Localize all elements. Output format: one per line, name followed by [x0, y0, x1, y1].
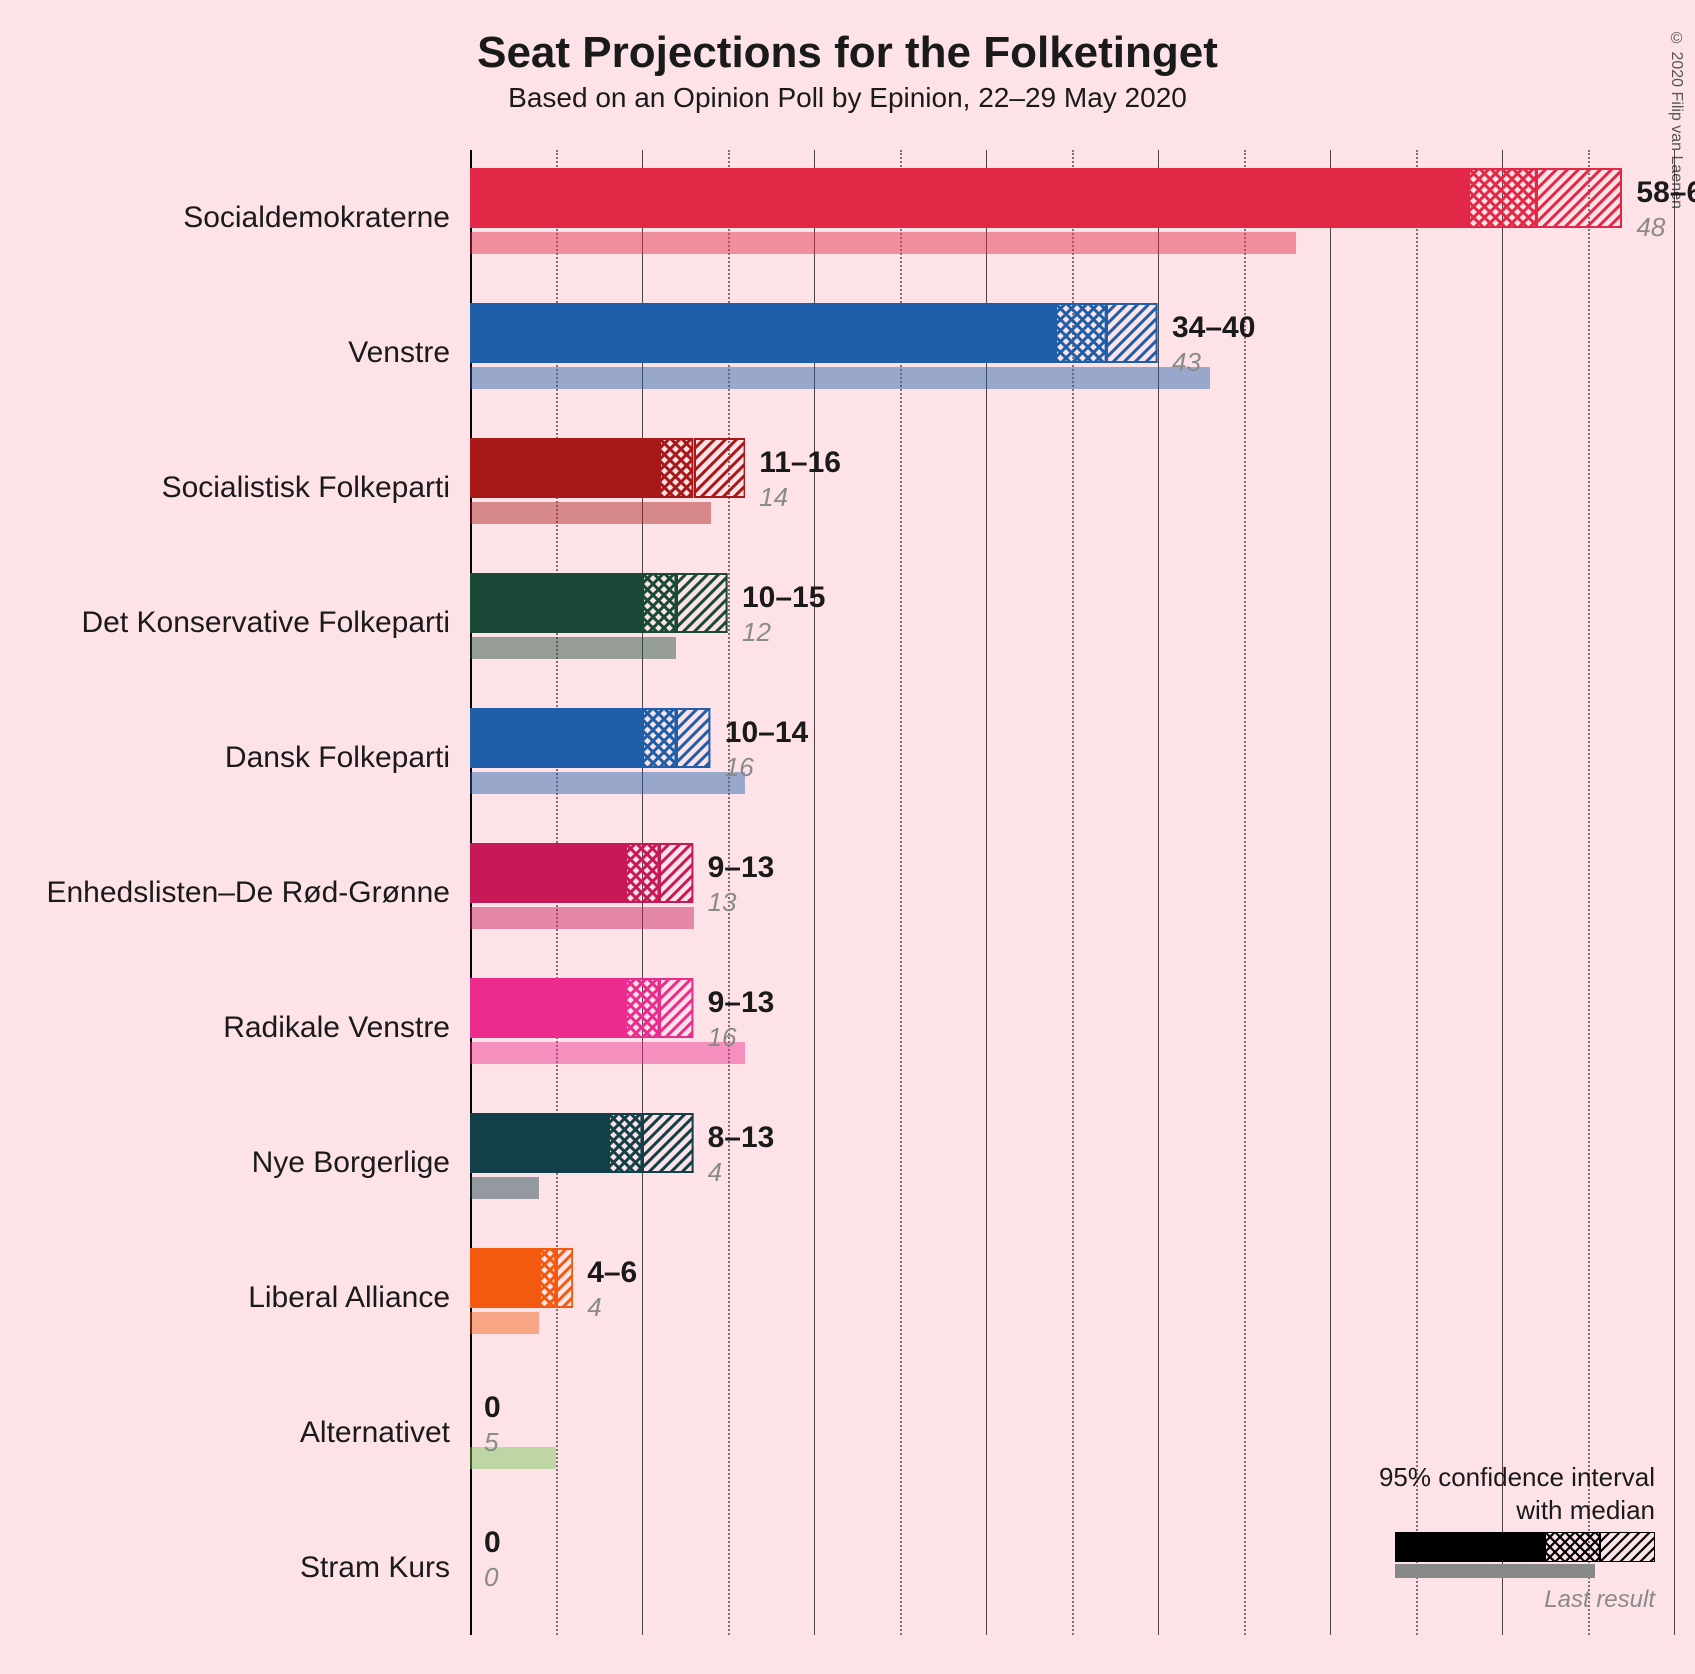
- party-row: Socialdemokraterne 58–6748: [0, 150, 1695, 285]
- party-row: Det Konservative Folkeparti 10–1512: [0, 555, 1695, 690]
- projection-bar: [470, 168, 1622, 228]
- party-row: Radikale Venstre 9–1316: [0, 960, 1695, 1095]
- projection-bar: [470, 438, 745, 498]
- last-result-bar: [470, 1042, 745, 1064]
- projection-bar: [470, 1113, 694, 1173]
- last-result-bar: [470, 502, 711, 524]
- party-row: Venstre 34–4043: [0, 285, 1695, 420]
- last-result-label: 43: [1172, 347, 1201, 378]
- range-label: 10–15: [742, 581, 825, 615]
- last-result-label: 0: [484, 1562, 498, 1593]
- party-label: Enhedslisten–De Rød-Grønne: [0, 825, 470, 960]
- last-result-label: 14: [759, 482, 788, 513]
- party-label: Venstre: [0, 285, 470, 420]
- projection-bar: [470, 978, 694, 1038]
- legend-title: 95% confidence interval with median: [1379, 1461, 1655, 1526]
- range-label: 34–40: [1172, 311, 1255, 345]
- legend: 95% confidence interval with median Last: [1379, 1461, 1655, 1614]
- last-result-bar: [470, 367, 1210, 389]
- party-row: Liberal Alliance 4–64: [0, 1230, 1695, 1365]
- party-label: Stram Kurs: [0, 1500, 470, 1635]
- projection-bar: [470, 573, 728, 633]
- range-label: 9–13: [708, 851, 775, 885]
- last-result-bar: [470, 637, 676, 659]
- seat-projection-chart: Socialdemokraterne 58–6748 Venstre 34–4043 S…: [0, 150, 1695, 1635]
- range-label: 10–14: [725, 716, 808, 750]
- legend-line-2: with median: [1516, 1495, 1655, 1525]
- projection-bar: [470, 843, 694, 903]
- party-label: Socialdemokraterne: [0, 150, 470, 285]
- party-label: Nye Borgerlige: [0, 1095, 470, 1230]
- last-result-label: 16: [725, 752, 754, 783]
- legend-bar: [1395, 1532, 1655, 1582]
- projection-bar: [470, 708, 711, 768]
- range-label: 11–16: [759, 446, 841, 480]
- party-label: Dansk Folkeparti: [0, 690, 470, 825]
- last-result-label: 5: [484, 1427, 498, 1458]
- last-result-bar: [470, 1312, 539, 1334]
- party-row: Socialistisk Folkeparti 11–1614: [0, 420, 1695, 555]
- legend-line-1: 95% confidence interval: [1379, 1462, 1655, 1492]
- range-label: 9–13: [708, 986, 775, 1020]
- party-label: Liberal Alliance: [0, 1230, 470, 1365]
- chart-title: Seat Projections for the Folketinget: [0, 0, 1695, 78]
- party-label: Det Konservative Folkeparti: [0, 555, 470, 690]
- last-result-bar: [470, 1447, 556, 1469]
- party-label: Alternativet: [0, 1365, 470, 1500]
- projection-bar: [470, 303, 1158, 363]
- last-result-label: 16: [708, 1022, 737, 1053]
- chart-subtitle: Based on an Opinion Poll by Epinion, 22–…: [0, 82, 1695, 114]
- range-label: 8–13: [708, 1121, 775, 1155]
- range-label: 4–6: [587, 1256, 637, 1290]
- party-label: Socialistisk Folkeparti: [0, 420, 470, 555]
- last-result-bar: [470, 772, 745, 794]
- party-row: Dansk Folkeparti 10–1416: [0, 690, 1695, 825]
- legend-last-result: Last result: [1379, 1586, 1655, 1614]
- last-result-bar: [470, 1177, 539, 1199]
- last-result-label: 12: [742, 617, 771, 648]
- projection-bar: [470, 1248, 573, 1308]
- last-result-label: 48: [1636, 212, 1665, 243]
- last-result-bar: [470, 232, 1296, 254]
- last-result-label: 13: [708, 887, 737, 918]
- last-result-label: 4: [587, 1292, 601, 1323]
- party-label: Radikale Venstre: [0, 960, 470, 1095]
- last-result-bar: [470, 907, 694, 929]
- range-label: 0: [484, 1391, 501, 1425]
- range-label: 58–67: [1636, 176, 1695, 210]
- party-row: Enhedslisten–De Rød-Grønne 9–1313: [0, 825, 1695, 960]
- range-label: 0: [484, 1526, 501, 1560]
- last-result-label: 4: [708, 1157, 722, 1188]
- party-row: Nye Borgerlige 8–134: [0, 1095, 1695, 1230]
